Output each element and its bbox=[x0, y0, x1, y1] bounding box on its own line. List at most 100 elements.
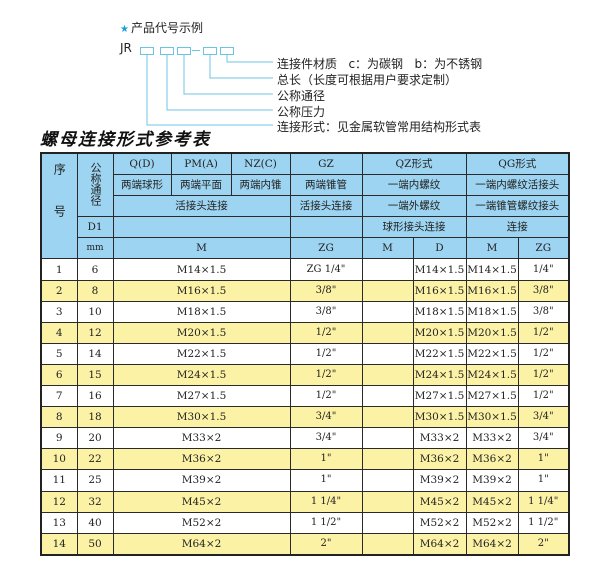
cell-d1: 25 bbox=[76, 469, 114, 492]
cell-qz-m bbox=[361, 258, 414, 281]
header-blank bbox=[112, 216, 291, 239]
cell-qz-d: M52×2 bbox=[412, 511, 467, 534]
cell-gz: 3/4" bbox=[289, 427, 363, 450]
cell-qz-m bbox=[361, 300, 414, 323]
header-m: M bbox=[112, 237, 291, 260]
cell-d1: 14 bbox=[76, 342, 114, 365]
table-row: 5 14 M22×1.5 1/2" M22×1.5 M22×1.5 1/2" bbox=[40, 342, 570, 365]
leader-lines bbox=[146, 54, 273, 126]
cell-qg-zg: 1" bbox=[517, 469, 570, 492]
code-dash bbox=[192, 50, 200, 51]
cell-m: M27×1.5 bbox=[112, 385, 291, 408]
cell-qz-d: M36×2 bbox=[412, 448, 467, 471]
cell-qz-m bbox=[361, 490, 414, 513]
cell-gz: 1 1/4" bbox=[289, 490, 363, 513]
cell-qg-zg: 1/2" bbox=[517, 321, 570, 344]
cell-qg-m: M30×1.5 bbox=[465, 406, 519, 429]
header-nominal: 公称通径 bbox=[76, 152, 114, 218]
code-prefix: JR bbox=[120, 41, 132, 55]
cell-m: M18×1.5 bbox=[112, 300, 291, 323]
header-gz-union: 活接头连接 bbox=[289, 195, 363, 218]
cell-qg-m: M52×2 bbox=[465, 511, 519, 534]
cell-qg-m: M27×1.5 bbox=[465, 385, 519, 408]
cell-m: M14×1.5 bbox=[112, 258, 291, 281]
cell-d1: 18 bbox=[76, 406, 114, 429]
cell-qg-m: M36×2 bbox=[465, 448, 519, 471]
cell-qg-m: M39×2 bbox=[465, 469, 519, 492]
cell-no: 9 bbox=[40, 427, 78, 450]
cell-m: M52×2 bbox=[112, 511, 291, 534]
cell-qg-m: M64×2 bbox=[465, 532, 519, 556]
cell-qz-m bbox=[361, 448, 414, 471]
header-zg: ZG bbox=[289, 237, 363, 260]
header-nominal-text: 公称通径 bbox=[89, 161, 102, 206]
table-row: 13 40 M52×2 1 1/2" M52×2 M52×2 1 1/2" bbox=[40, 511, 570, 534]
cell-qg-m: M33×2 bbox=[465, 427, 519, 450]
header-qz-desc3: 球形接头连接 bbox=[361, 216, 467, 239]
header-mm: mm bbox=[76, 237, 114, 260]
cell-qz-d: M27×1.5 bbox=[412, 385, 467, 408]
cell-gz: 2" bbox=[289, 532, 363, 556]
label-length: 总长（长度可根据用户要求定制） bbox=[277, 73, 458, 87]
header-seq: 序号 bbox=[40, 152, 78, 260]
cell-m: M33×2 bbox=[112, 427, 291, 450]
cell-d1: 15 bbox=[76, 363, 114, 387]
cell-gz: 1/2" bbox=[289, 363, 363, 387]
cell-qz-m bbox=[361, 511, 414, 534]
cell-d1: 20 bbox=[76, 427, 114, 450]
cell-gz: 3/8" bbox=[289, 300, 363, 323]
cell-qz-d: M22×1.5 bbox=[412, 342, 467, 365]
table-row: 9 20 M33×2 3/4" M33×2 M33×2 3/4" bbox=[40, 427, 570, 450]
table-row: 7 16 M27×1.5 1/2" M27×1.5 M27×1.5 1/2" bbox=[40, 385, 570, 408]
table-row: 4 12 M20×1.5 1/2" M20×1.5 M20×1.5 1/2" bbox=[40, 321, 570, 344]
table-row: 6 15 M24×1.5 1/2" M24×1.5 M24×1.5 1/2" bbox=[40, 363, 570, 387]
cell-qg-zg: 1/2" bbox=[517, 342, 570, 365]
table-row: 10 22 M36×2 1" M36×2 M36×2 1" bbox=[40, 448, 570, 471]
cell-gz: 1" bbox=[289, 448, 363, 471]
cell-no: 5 bbox=[40, 342, 78, 365]
cell-qz-m bbox=[361, 427, 414, 450]
cell-qz-d: M20×1.5 bbox=[412, 321, 467, 344]
cell-qg-zg: 1" bbox=[517, 448, 570, 471]
cell-m: M22×1.5 bbox=[112, 342, 291, 365]
cell-no: 2 bbox=[40, 279, 78, 302]
cell-m: M45×2 bbox=[112, 490, 291, 513]
cell-m: M16×1.5 bbox=[112, 279, 291, 302]
cell-qz-d: M24×1.5 bbox=[412, 363, 467, 387]
cell-gz: 1/2" bbox=[289, 342, 363, 365]
label-connection: 连接形式：见金属软管常用结构形式表 bbox=[277, 120, 482, 134]
table-row: 1 6 M14×1.5 ZG 1/4" M14×1.5 M14×1.5 1/4" bbox=[40, 258, 570, 281]
cell-m: M24×1.5 bbox=[112, 363, 291, 387]
cell-no: 10 bbox=[40, 448, 78, 471]
header-qz-d: D bbox=[412, 237, 467, 260]
header-qg-desc2: 一端锥管螺纹接头 bbox=[465, 195, 570, 218]
cell-qg-zg: 1 1/4" bbox=[517, 490, 570, 513]
cell-qg-zg: 1/2" bbox=[517, 363, 570, 387]
cell-qg-m: M14×1.5 bbox=[465, 258, 519, 281]
cell-qg-m: M18×1.5 bbox=[465, 300, 519, 323]
cell-m: M36×2 bbox=[112, 448, 291, 471]
cell-no: 8 bbox=[40, 406, 78, 429]
cell-d1: 6 bbox=[76, 258, 114, 281]
cell-qg-zg: 1/4" bbox=[517, 258, 570, 281]
cell-no: 6 bbox=[40, 363, 78, 387]
cell-qz-m bbox=[361, 406, 414, 429]
cell-no: 1 bbox=[40, 258, 78, 281]
cell-no: 11 bbox=[40, 469, 78, 492]
header-union: 活接头连接 bbox=[112, 195, 291, 218]
cell-d1: 40 bbox=[76, 511, 114, 534]
cell-qz-d: M33×2 bbox=[412, 427, 467, 450]
cell-qz-d: M30×1.5 bbox=[412, 406, 467, 429]
cell-qg-zg: 1 1/2" bbox=[517, 511, 570, 534]
cell-d1: 16 bbox=[76, 385, 114, 408]
table-title: 螺母连接形式参考表 bbox=[40, 130, 211, 150]
cell-qg-m: M22×1.5 bbox=[465, 342, 519, 365]
cell-qz-d: M45×2 bbox=[412, 490, 467, 513]
header-qz-m: M bbox=[361, 237, 414, 260]
cell-qg-m: M24×1.5 bbox=[465, 363, 519, 387]
table-row: 11 25 M39×2 1" M39×2 M39×2 1" bbox=[40, 469, 570, 492]
header-qz: QZ形式 bbox=[361, 152, 467, 176]
table-row: 12 32 M45×2 1 1/4" M45×2 M45×2 1 1/4" bbox=[40, 490, 570, 513]
example-title-text: 产品代号示例 bbox=[130, 21, 203, 35]
cell-qg-m: M16×1.5 bbox=[465, 279, 519, 302]
